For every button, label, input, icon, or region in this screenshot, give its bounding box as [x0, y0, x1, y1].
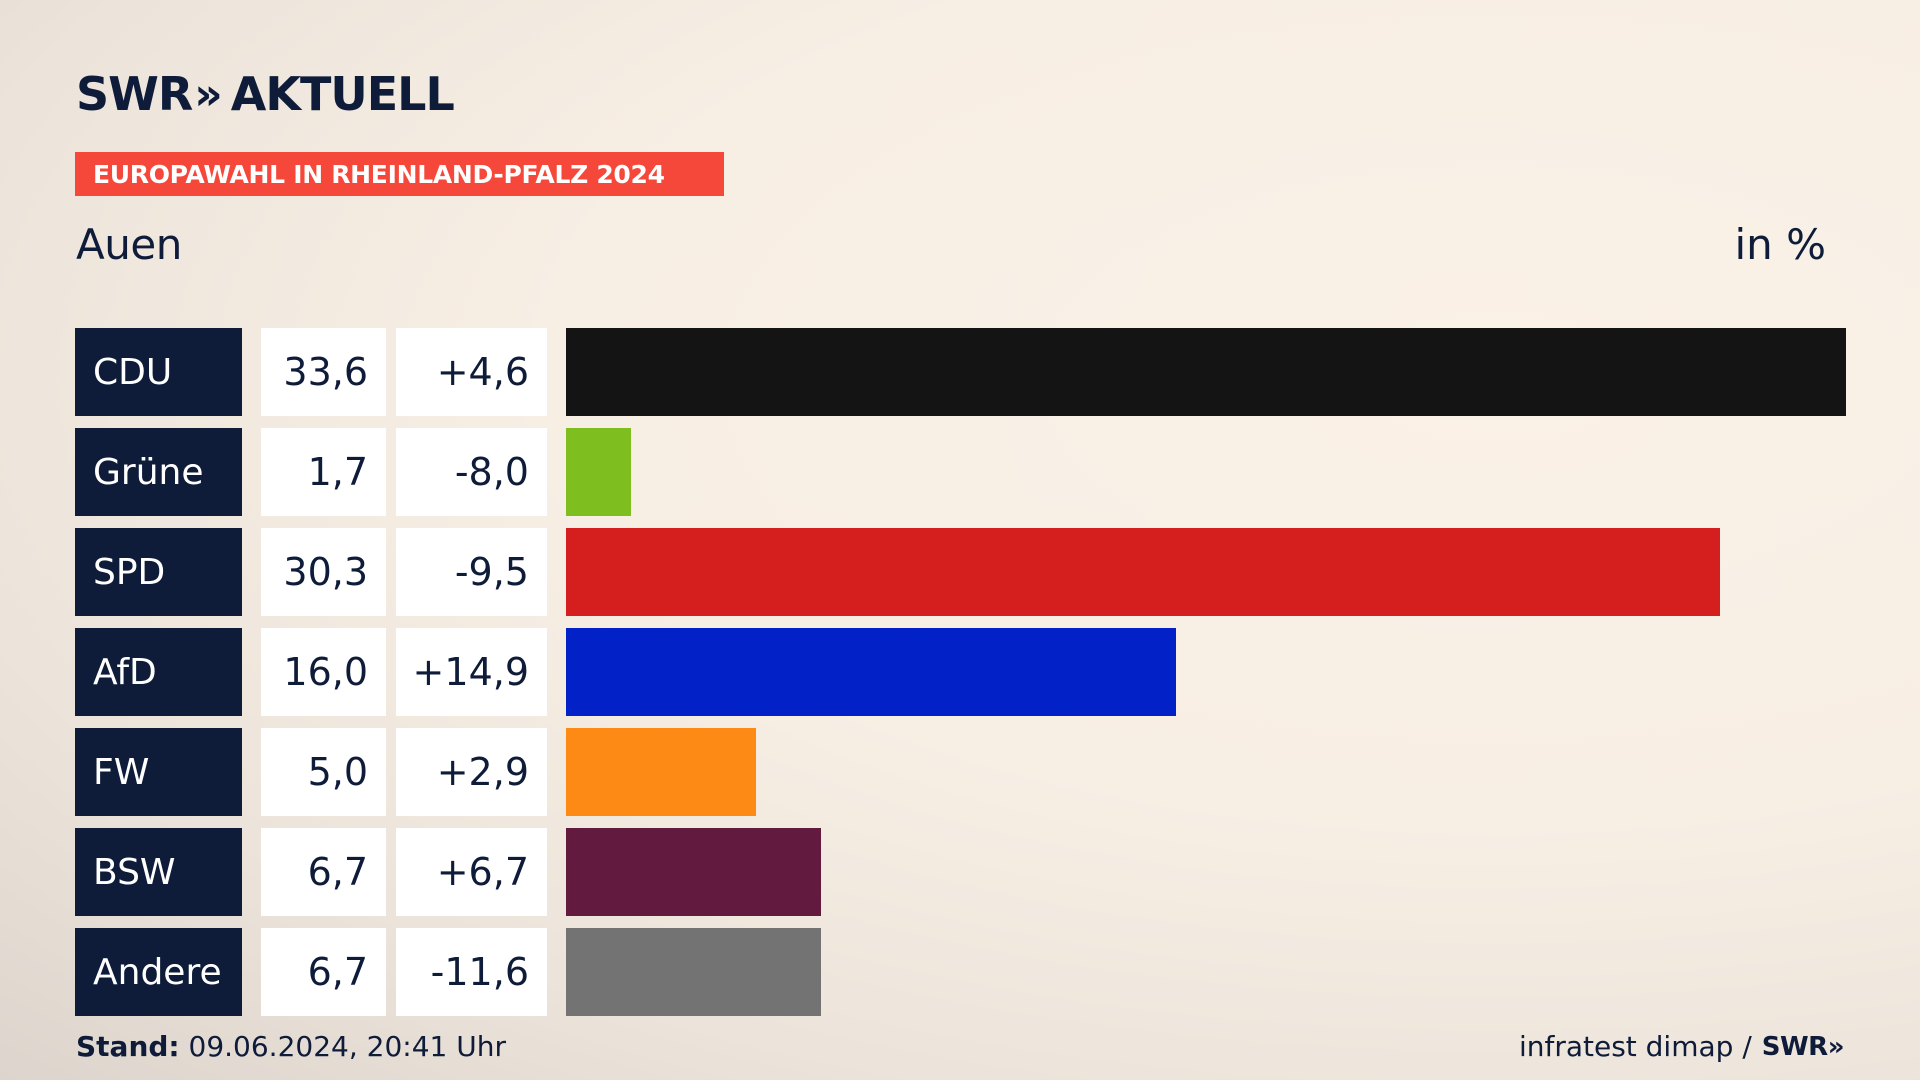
- result-bar: [566, 928, 821, 1016]
- change-label: +4,6: [396, 328, 547, 416]
- change-label: +2,9: [396, 728, 547, 816]
- result-bar: [566, 828, 821, 916]
- brand-name: SWR: [76, 67, 193, 121]
- chevron-icon: »: [194, 68, 223, 120]
- party-label: SPD: [75, 528, 242, 616]
- result-bar: [566, 428, 631, 516]
- result-bar: [566, 728, 756, 816]
- vote-share-label: 33,6: [261, 328, 386, 416]
- region-title: Auen: [76, 220, 182, 269]
- change-label: +14,9: [396, 628, 547, 716]
- vote-share-label: 5,0: [261, 728, 386, 816]
- source-credit: infratest dimap / SWR»: [1518, 1030, 1845, 1063]
- result-bar: [566, 628, 1176, 716]
- election-banner: EUROPAWAHL IN RHEINLAND-PFALZ 2024: [75, 152, 724, 196]
- swr-aktuell-logo: SWR » AKTUELL: [76, 66, 455, 122]
- party-label: AfD: [75, 628, 242, 716]
- party-label: FW: [75, 728, 242, 816]
- result-bar: [566, 328, 1846, 416]
- stand-value: 09.06.2024, 20:41 Uhr: [179, 1030, 506, 1063]
- product-name: AKTUELL: [230, 67, 455, 121]
- vote-share-label: 1,7: [261, 428, 386, 516]
- change-label: -9,5: [396, 528, 547, 616]
- change-label: -8,0: [396, 428, 547, 516]
- unit-label: in %: [1734, 220, 1826, 269]
- party-label: Andere: [75, 928, 242, 1016]
- result-bar: [566, 528, 1720, 616]
- change-label: -11,6: [396, 928, 547, 1016]
- vote-share-label: 6,7: [261, 828, 386, 916]
- source-text: infratest dimap /: [1518, 1030, 1752, 1063]
- party-label: Grüne: [75, 428, 242, 516]
- vote-share-label: 6,7: [261, 928, 386, 1016]
- change-label: +6,7: [396, 828, 547, 916]
- party-label: BSW: [75, 828, 242, 916]
- vote-share-label: 30,3: [261, 528, 386, 616]
- party-label: CDU: [75, 328, 242, 416]
- source-brand: SWR»: [1761, 1031, 1845, 1062]
- timestamp: Stand: 09.06.2024, 20:41 Uhr: [76, 1030, 506, 1063]
- vote-share-label: 16,0: [261, 628, 386, 716]
- stand-label: Stand:: [76, 1030, 180, 1063]
